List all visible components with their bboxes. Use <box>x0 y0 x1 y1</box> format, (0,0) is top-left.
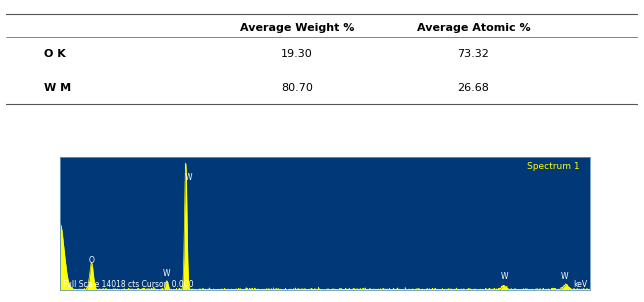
Text: keV: keV <box>573 280 587 289</box>
Text: Full Scale 14018 cts Cursor: 0.000: Full Scale 14018 cts Cursor: 0.000 <box>62 280 193 289</box>
Text: W M: W M <box>44 82 71 93</box>
Text: Spectrum 1: Spectrum 1 <box>527 162 580 171</box>
Text: 19.30: 19.30 <box>281 49 312 59</box>
Text: O K: O K <box>44 49 66 59</box>
Text: W: W <box>184 173 192 182</box>
Text: O: O <box>88 255 94 265</box>
Text: 26.68: 26.68 <box>457 82 489 93</box>
Text: Average Atomic %: Average Atomic % <box>417 24 530 34</box>
Text: W: W <box>500 272 508 281</box>
Text: Average Weight %: Average Weight % <box>240 24 354 34</box>
Text: W: W <box>163 269 171 278</box>
Text: 73.32: 73.32 <box>457 49 489 59</box>
Text: W: W <box>561 272 569 281</box>
Text: 80.70: 80.70 <box>281 82 313 93</box>
